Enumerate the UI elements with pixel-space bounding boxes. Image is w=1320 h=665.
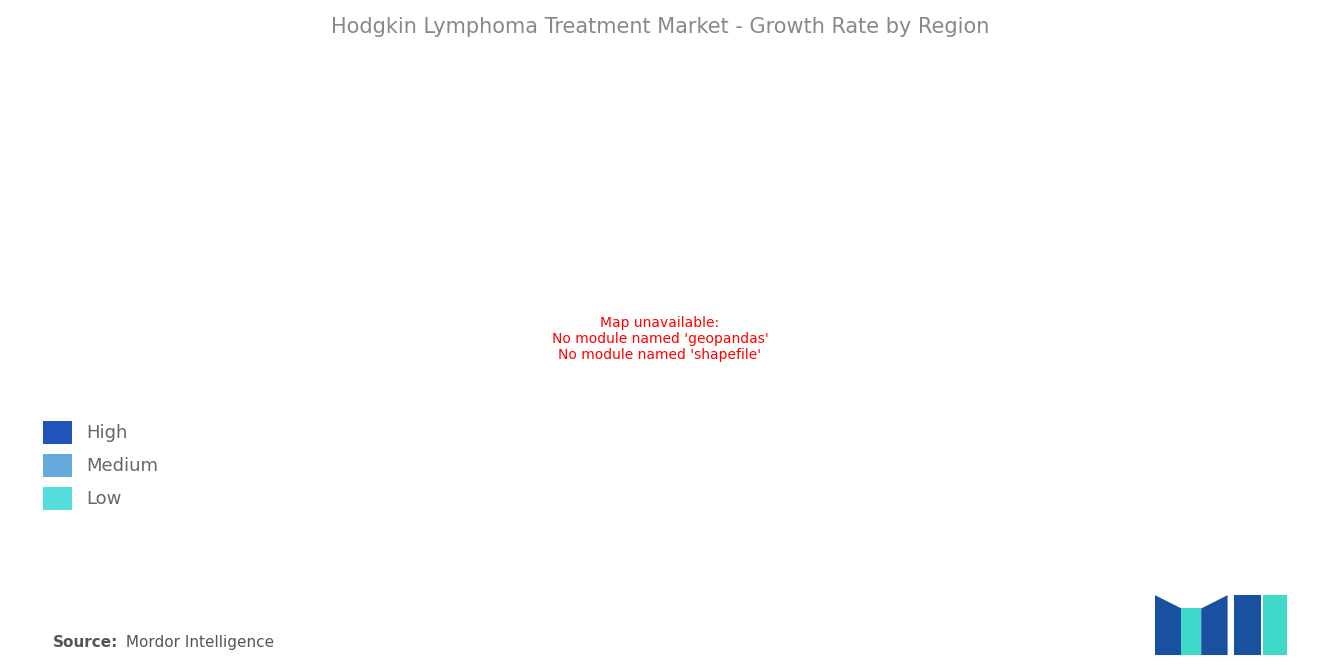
Polygon shape (1181, 608, 1201, 655)
Text: Map unavailable:
No module named 'geopandas'
No module named 'shapefile': Map unavailable: No module named 'geopan… (552, 316, 768, 362)
Text: Hodgkin Lymphoma Treatment Market - Growth Rate by Region: Hodgkin Lymphoma Treatment Market - Grow… (331, 17, 989, 37)
Text: Source:: Source: (53, 635, 119, 650)
Polygon shape (1155, 595, 1181, 655)
Text: Mordor Intelligence: Mordor Intelligence (121, 635, 275, 650)
Polygon shape (1263, 595, 1287, 655)
Polygon shape (1234, 595, 1261, 655)
Legend: High, Medium, Low: High, Medium, Low (36, 414, 165, 517)
Polygon shape (1201, 595, 1228, 655)
